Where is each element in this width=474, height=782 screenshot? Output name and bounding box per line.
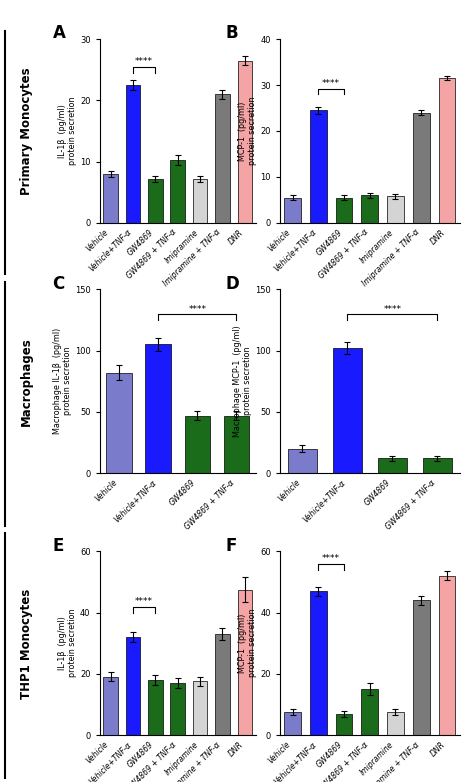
- Bar: [126, 85, 140, 223]
- Bar: [237, 590, 252, 735]
- Bar: [148, 680, 163, 735]
- Bar: [106, 373, 132, 473]
- Text: F: F: [226, 536, 237, 554]
- Bar: [193, 681, 207, 735]
- Bar: [387, 196, 404, 223]
- Text: D: D: [226, 274, 239, 292]
- Bar: [103, 174, 118, 223]
- Bar: [171, 160, 185, 223]
- Text: ****: ****: [188, 304, 206, 314]
- Y-axis label: MCP-1  (pg/ml)
protein secretion: MCP-1 (pg/ml) protein secretion: [238, 609, 257, 677]
- Y-axis label: Macrophage IL-1β  (pg/ml)
protein secretion: Macrophage IL-1β (pg/ml) protein secreti…: [53, 328, 72, 434]
- Text: THP1 Monocytes: THP1 Monocytes: [19, 589, 33, 698]
- Bar: [193, 179, 207, 223]
- Bar: [146, 344, 171, 473]
- Y-axis label: IL-1β  (pg/ml)
protein secretion: IL-1β (pg/ml) protein secretion: [58, 609, 77, 677]
- Bar: [184, 415, 210, 473]
- Bar: [336, 714, 352, 735]
- Bar: [387, 712, 404, 735]
- Text: ****: ****: [135, 57, 153, 66]
- Bar: [413, 601, 429, 735]
- Bar: [361, 689, 378, 735]
- Bar: [413, 113, 429, 223]
- Bar: [103, 677, 118, 735]
- Text: C: C: [53, 274, 65, 292]
- Bar: [378, 458, 407, 473]
- Y-axis label: IL-1β  (pg/ml)
protein secretion: IL-1β (pg/ml) protein secretion: [58, 97, 77, 165]
- Bar: [438, 78, 455, 223]
- Bar: [171, 683, 185, 735]
- Bar: [284, 198, 301, 223]
- Bar: [438, 576, 455, 735]
- Text: Macrophages: Macrophages: [19, 337, 33, 426]
- Text: B: B: [226, 24, 238, 42]
- Bar: [148, 179, 163, 223]
- Text: E: E: [53, 536, 64, 554]
- Bar: [361, 196, 378, 223]
- Text: Primary Monocytes: Primary Monocytes: [19, 67, 33, 196]
- Bar: [224, 415, 249, 473]
- Text: ****: ****: [322, 554, 340, 563]
- Bar: [333, 348, 362, 473]
- Y-axis label: MCP-1  (pg/ml)
protein secretion: MCP-1 (pg/ml) protein secretion: [238, 97, 257, 165]
- Y-axis label: Macrophage MCP-1  (pg/ml)
protein secretion: Macrophage MCP-1 (pg/ml) protein secreti…: [233, 325, 252, 437]
- Bar: [336, 198, 352, 223]
- Bar: [310, 110, 327, 223]
- Text: ****: ****: [135, 597, 153, 606]
- Bar: [126, 637, 140, 735]
- Bar: [215, 634, 230, 735]
- Bar: [423, 458, 452, 473]
- Text: ****: ****: [322, 79, 340, 88]
- Bar: [215, 94, 230, 223]
- Text: A: A: [53, 24, 65, 42]
- Bar: [310, 591, 327, 735]
- Bar: [284, 712, 301, 735]
- Text: ****: ****: [383, 304, 401, 314]
- Bar: [237, 60, 252, 223]
- Bar: [288, 449, 317, 473]
